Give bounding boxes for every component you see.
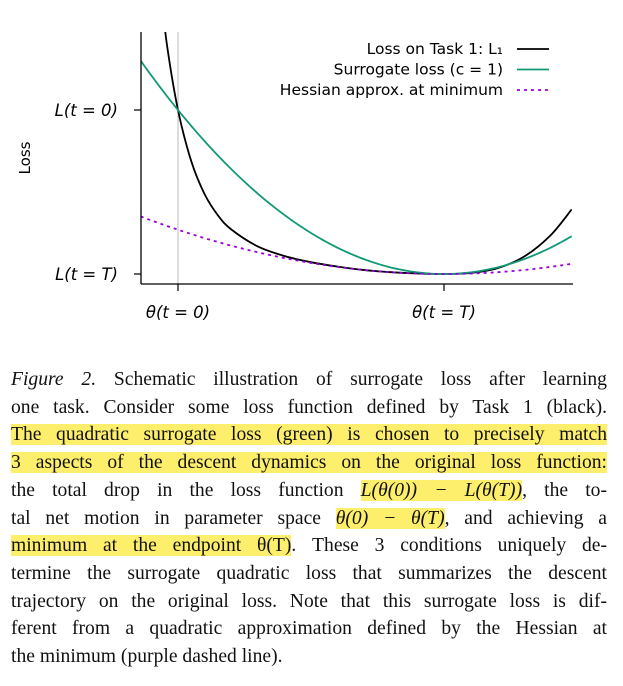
y-axis-label: Loss [16, 141, 34, 174]
caption-text: , the to- [522, 479, 607, 501]
caption-line: ferent from a quadratic approximation de… [11, 615, 607, 643]
caption-text: Schematic illustration of surrogate loss… [96, 369, 607, 390]
highlighted-text: minimum at the endpoint θ(T) [11, 535, 292, 557]
y-tick-label: L(t = 0) [55, 101, 118, 120]
caption-text: ferent from a quadratic approximation de… [11, 618, 607, 640]
caption-text: . These 3 conditions uniquely de- [291, 535, 607, 557]
y-tick-label: L(t = T) [55, 265, 118, 284]
loss-chart: L(t = 0) L(t = T) θ(t = 0) θ(t = T) Loss Lo… [16, 32, 573, 322]
caption-line: Figure 2. Schematic illustration of surr… [11, 366, 607, 394]
caption-line: termine the surrogate quadratic loss tha… [11, 560, 607, 588]
legend-label: Loss on Task 1: L₁ [367, 40, 503, 58]
caption-line: minimum at the endpoint θ(T). These 3 co… [11, 532, 607, 560]
x-tick-label: θ(t = 0) [146, 303, 210, 322]
caption-text: trajectory on the original loss. Note th… [11, 590, 607, 612]
caption-line: trajectory on the original loss. Note th… [11, 588, 607, 616]
highlighted-text: 3 aspects of the descent dynamics on the… [11, 452, 607, 474]
caption-text: tal net motion in parameter space [11, 507, 336, 529]
caption-line: 3 aspects of the descent dynamics on the… [11, 449, 607, 477]
caption-line: tal net motion in parameter space θ(0) −… [11, 505, 607, 533]
caption-text: the total drop in the loss function [11, 479, 361, 501]
legend-label: Surrogate loss (c = 1) [334, 61, 503, 79]
caption-line: the total drop in the loss function L(θ(… [11, 477, 607, 505]
caption-text: one task. Consider some loss function de… [11, 396, 607, 418]
loss-curve-task1 [164, 32, 572, 275]
surrogate-loss-curve [141, 60, 572, 275]
hessian-approx-curve [141, 215, 572, 275]
caption-text: , and achieving a [444, 507, 607, 529]
figure-caption: Figure 2. Schematic illustration of surr… [11, 366, 607, 671]
legend-label: Hessian approx. at minimum [280, 81, 503, 99]
caption-line: the minimum (purple dashed line). [11, 643, 607, 671]
highlighted-math: L(θ(0)) − L(θ(T)) [360, 479, 523, 501]
caption-line: one task. Consider some loss function de… [11, 394, 607, 422]
caption-line: The quadratic surrogate loss (green) is … [11, 421, 607, 449]
highlighted-text: The quadratic surrogate loss (green) is … [11, 424, 607, 446]
x-tick-label: θ(t = T) [412, 303, 476, 322]
figure-label: Figure 2. [11, 369, 97, 390]
caption-text: the minimum (purple dashed line). [11, 646, 283, 668]
caption-text: termine the surrogate quadratic loss tha… [11, 562, 607, 584]
highlighted-math: θ(0) − θ(T) [335, 507, 445, 529]
